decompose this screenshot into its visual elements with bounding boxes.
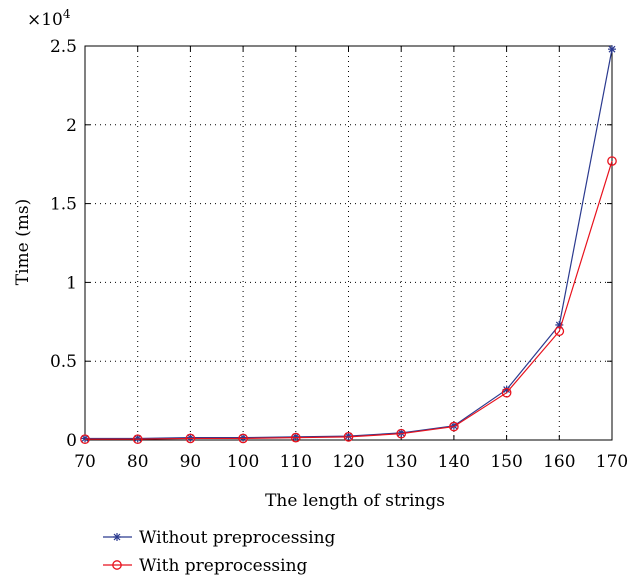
- data-point-marker: [290, 432, 301, 443]
- data-point-marker: [608, 45, 616, 54]
- data-point-marker: [185, 433, 196, 444]
- x-tick-label: 160: [543, 452, 575, 472]
- y-tick-label: 2: [66, 116, 77, 136]
- x-tick-label: 140: [438, 452, 470, 472]
- data-point-marker: [291, 432, 300, 441]
- x-tick-label: 110: [280, 452, 312, 472]
- x-tick-label: 120: [332, 452, 364, 472]
- data-point-marker: [238, 433, 248, 444]
- series-line: [85, 160, 613, 440]
- legend-item: With preprocessing: [103, 556, 308, 575]
- x-tick-label: 100: [227, 452, 259, 472]
- data-point-marker: [449, 421, 458, 430]
- y-axis-exponent-label: ×104: [27, 7, 71, 30]
- y-tick-label: 1: [66, 273, 77, 293]
- plot-area-frame: [84, 45, 613, 441]
- data-point-marker: [343, 431, 354, 442]
- axis-ticks: [84, 45, 613, 441]
- legend-marker: [112, 560, 122, 570]
- legend-marker: [113, 533, 121, 541]
- data-point-marker: [396, 428, 407, 439]
- data-point-marker: [132, 434, 143, 445]
- x-tick-label: 150: [490, 452, 522, 472]
- y-exponent-base: ×10: [27, 10, 63, 30]
- x-tick-labels: 70 80 90 100 110 120 130 140 150 160 170: [74, 452, 628, 472]
- data-point-marker: [133, 434, 142, 443]
- grid-lines: [85, 46, 612, 440]
- data-point-marker: [607, 156, 617, 166]
- legend-label: Without preprocessing: [139, 528, 336, 548]
- series-2: [80, 156, 617, 445]
- x-axis-label: The length of strings: [265, 491, 445, 511]
- data-point-marker: [239, 433, 248, 442]
- x-tick-label: 130: [385, 452, 417, 472]
- data-point-marker: [501, 387, 512, 398]
- x-tick-label: 80: [127, 452, 149, 472]
- series-1: [81, 45, 616, 443]
- data-point-marker: [186, 433, 195, 442]
- series-line: [85, 49, 613, 440]
- legend-item: Without preprocessing: [103, 528, 336, 548]
- x-tick-label: 90: [180, 452, 202, 472]
- y-tick-label: 0.5: [50, 352, 77, 372]
- y-tick-labels: 0 0.5 1 1.5 2 2.5: [50, 37, 77, 451]
- series-lines: [80, 45, 617, 445]
- x-tick-label: 70: [74, 452, 96, 472]
- y-tick-label: 1.5: [50, 195, 77, 215]
- y-tick-label: 2.5: [50, 37, 77, 57]
- legend: Without preprocessing With preprocessing: [103, 528, 336, 575]
- data-point-marker: [344, 432, 353, 441]
- y-tick-label: 0: [66, 431, 77, 451]
- data-point-marker: [554, 326, 565, 337]
- data-point-marker: [449, 421, 459, 432]
- y-exponent-power: 4: [63, 7, 71, 21]
- data-point-marker: [80, 434, 90, 445]
- data-point-marker: [81, 434, 89, 443]
- y-axis-label: Time (ms): [13, 199, 33, 285]
- legend-label: With preprocessing: [139, 556, 308, 575]
- x-tick-label: 170: [596, 452, 628, 472]
